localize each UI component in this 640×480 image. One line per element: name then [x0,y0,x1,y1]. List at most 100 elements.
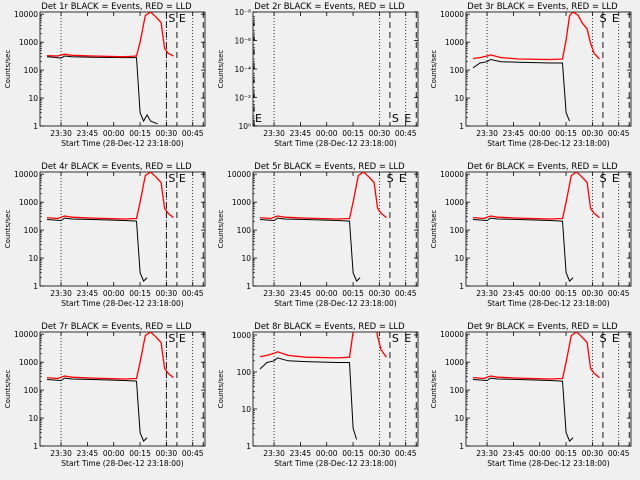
x-tick-label: 00:45 [182,289,204,298]
y-tick-label: 1000 [19,38,38,47]
x-tick-label: 00:00 [529,129,551,138]
series-lld-line [472,172,600,220]
panel-4: Det 4r BLACK = Events, RED = LLD 1 10 100 10… [4,162,206,308]
series-events-line [259,217,361,282]
x-tick-label: 00:00 [316,449,338,458]
x-tick-label: 00:45 [182,449,204,458]
start-marker: S [168,332,175,345]
x-tick-label: 00:00 [316,129,338,138]
y-tick-label: 1000 [445,358,464,367]
start-marker: S [392,332,399,345]
y-tick-label: 1000 [445,198,464,207]
x-tick-label: 23:30 [263,449,285,458]
y-tick-label: 10 [241,405,251,414]
x-tick-label: 23:45 [503,449,525,458]
y-tick-label: 100 [450,226,465,235]
end-marker: E [404,332,411,345]
y-tick-label: 10000 [440,10,464,19]
x-tick-label: 23:30 [476,289,498,298]
y-tick-label: 1 [459,442,464,451]
y-tick-label: 100 [237,226,252,235]
panel-title: Det 1r BLACK = Events, RED = LLD [41,2,192,12]
x-tick-label: 00:15 [129,129,151,138]
end-marker: E [399,172,406,185]
x-tick-label: 00:30 [369,449,391,458]
y-tick-label: 100 [450,386,465,395]
x-tick-label: 00:00 [529,449,551,458]
y-tick-label: 10000 [227,170,251,179]
y-tick-label: 10000 [14,10,38,19]
y-tick-label: 10000 [14,170,38,179]
end-marker: E [612,172,619,185]
x-axis-label: Start Time (28-Dec-12 23:18:00) [61,459,183,468]
panel-1: Det 1r BLACK = Events, RED = LLD 1 10 100 10… [4,2,206,148]
x-tick-label: 23:45 [77,449,99,458]
y-tick-label: 10000 [440,330,464,339]
panel-title: Det 6r BLACK = Events, RED = LLD [467,162,618,172]
x-axis-label: Start Time (28-Dec-12 23:18:00) [487,459,609,468]
series-events-line [259,357,358,440]
series-lld-line [46,172,174,220]
start-marker: S [168,12,175,25]
x-tick-label: 23:30 [263,129,285,138]
x-tick-label: 00:15 [129,449,151,458]
x-axis-label: Start Time (28-Dec-12 23:18:00) [274,459,396,468]
y-tick-label: 10⁻⁶ [234,37,251,46]
x-tick-label: 00:15 [342,289,364,298]
series-events-line [472,217,574,282]
y-axis-label: Counts/sec [430,50,438,89]
start-marker: S [168,172,175,185]
x-tick-label: 00:30 [369,129,391,138]
x-axis-label: Start Time (28-Dec-12 23:18:00) [274,299,396,308]
y-tick-label: 1 [33,122,38,131]
x-tick-label: 23:45 [503,289,525,298]
y-tick-label: 1000 [445,38,464,47]
plot-frame [465,171,632,287]
panel-2: Det 2r BLACK = Events, RED = LLD 10⁰ 10⁻² 1… [217,2,419,148]
end-marker: E [179,332,186,345]
panel-9: Det 9r BLACK = Events, RED = LLD 1 10 100 10… [430,322,632,468]
y-tick-label: 100 [24,66,39,75]
x-axis-label: Start Time (28-Dec-12 23:18:00) [487,139,609,148]
x-tick-label: 00:00 [103,289,125,298]
y-tick-label: 10⁰ [238,122,251,131]
y-tick-label: 10000 [14,330,38,339]
x-tick-label: 23:45 [77,129,99,138]
y-tick-label: 100 [24,226,39,235]
x-tick-label: 00:30 [156,129,178,138]
x-tick-label: 00:00 [103,449,125,458]
y-tick-label: 1 [459,282,464,291]
y-tick-label: 1000 [232,331,251,340]
y-axis-label: Counts/sec [217,50,225,89]
panel-title: Det 7r BLACK = Events, RED = LLD [41,322,192,332]
x-tick-label: 23:30 [50,129,72,138]
y-tick-label: 100 [450,66,465,75]
x-tick-label: 00:30 [156,289,178,298]
plot-frame [465,11,632,127]
y-axis-label: Counts/sec [430,370,438,409]
x-tick-label: 00:45 [395,129,417,138]
x-axis-label: Start Time (28-Dec-12 23:18:00) [274,139,396,148]
y-tick-label: 1000 [19,198,38,207]
end-marker: E [255,112,262,125]
end-marker: E [179,172,186,185]
end-marker: E [612,332,619,345]
panel-title: Det 5r BLACK = Events, RED = LLD [254,162,405,172]
x-tick-label: 00:00 [529,289,551,298]
x-tick-label: 00:45 [182,129,204,138]
series-lld-line [46,12,174,58]
series-events-line [472,377,574,442]
series-events-line [46,217,148,282]
y-tick-label: 10⁻⁴ [234,65,251,74]
x-tick-label: 00:30 [156,449,178,458]
panel-title: Det 4r BLACK = Events, RED = LLD [41,162,192,172]
panel-title: Det 3r BLACK = Events, RED = LLD [467,2,618,12]
start-marker: S [387,172,394,185]
y-tick-label: 10 [454,254,464,263]
y-tick-label: 1 [459,122,464,131]
x-tick-label: 23:45 [290,289,312,298]
y-tick-label: 100 [24,386,39,395]
x-tick-label: 23:30 [50,449,72,458]
plot-frame [252,331,419,447]
series-lld-line [46,332,174,380]
